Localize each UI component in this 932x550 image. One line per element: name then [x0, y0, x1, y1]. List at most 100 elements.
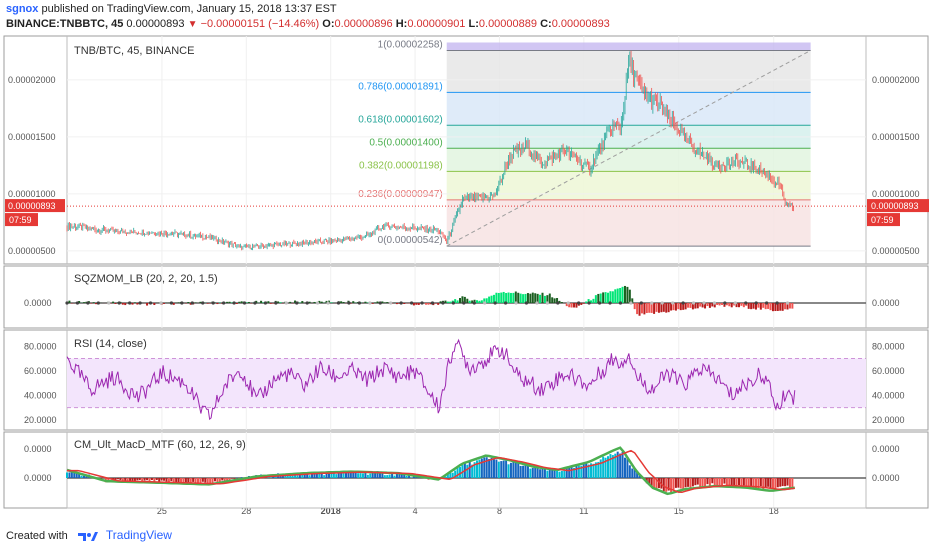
squeeze-dot	[671, 301, 675, 305]
pane-title-3: CM_Ult_MacD_MTF (60, 12, 26, 9)	[74, 439, 246, 451]
sqz-y-tick-left: 0.0000	[24, 298, 52, 308]
squeeze-dot	[775, 301, 779, 305]
tradingview-logo-icon	[77, 532, 98, 542]
price-pane-title: TNB/BTC, 45, BINANCE	[74, 45, 194, 57]
squeeze-dot	[357, 301, 361, 305]
squeeze-dot	[597, 301, 602, 305]
macd-y-tick-left-lower: 0.0000	[24, 473, 52, 483]
created-with-text: Created with	[6, 530, 68, 542]
tradingview-link[interactable]: TradingView	[105, 528, 172, 542]
last-price-label-left: 0.00000893	[8, 201, 56, 211]
squeeze-dot	[201, 301, 205, 305]
rsi-y-tick-left: 80.0000	[24, 341, 57, 351]
high-value: 0.00000901	[407, 18, 466, 30]
squeeze-dot	[96, 301, 100, 305]
squeeze-dot	[65, 301, 69, 305]
x-tick-label: 2018	[321, 506, 341, 516]
fib-zone-0.382	[446, 171, 811, 200]
countdown-label-left: 07:59	[9, 215, 32, 225]
squeeze-dot	[566, 301, 570, 305]
squeeze-dot	[733, 301, 737, 305]
squeeze-dot	[754, 301, 758, 305]
squeeze-dot	[409, 301, 414, 305]
fib-zone-0.786	[446, 92, 811, 126]
squeeze-dot	[723, 301, 727, 305]
macd-y-tick-right-lower: 0.0000	[872, 473, 900, 483]
squeeze-dot	[169, 301, 174, 305]
fib-zone-0.236	[446, 199, 811, 247]
squeeze-dot	[503, 301, 508, 305]
squeeze-dot	[702, 301, 706, 305]
symbol-label: BINANCE:TNBBTC, 45	[6, 18, 124, 30]
squeeze-dot	[117, 301, 121, 305]
squeeze-dot	[190, 301, 194, 305]
rsi-y-tick-right: 60.0000	[872, 366, 905, 376]
last-price-badge-left	[5, 199, 65, 213]
footer: Created with TradingView	[6, 528, 172, 542]
squeeze-dot	[524, 301, 529, 305]
squeeze-dot	[618, 301, 623, 305]
squeeze-dot	[660, 301, 664, 305]
x-tick-label: 8	[497, 506, 502, 516]
squeeze-dot	[629, 301, 633, 305]
author-link[interactable]: sgnox	[6, 3, 39, 15]
squeeze-dot	[430, 301, 435, 305]
fib-label-1: 1(0.00002258)	[378, 39, 443, 50]
squeeze-dot	[472, 301, 476, 305]
squeeze-dot	[284, 301, 288, 305]
squeeze-dot	[389, 301, 393, 305]
squeeze-dot	[587, 301, 591, 305]
squeeze-dot	[765, 301, 769, 305]
x-tick-label: 28	[241, 506, 251, 516]
macd-signal-line	[67, 449, 795, 493]
squeeze-dot	[368, 301, 372, 305]
squeeze-dot	[441, 301, 445, 305]
price-y-tick-right: 0.00001000	[872, 189, 920, 199]
squeeze-dot	[86, 301, 90, 305]
squeeze-dot	[274, 301, 278, 305]
squeeze-dot	[180, 301, 184, 305]
squeeze-dot	[451, 301, 455, 305]
countdown-label-right: 07:59	[871, 215, 894, 225]
squeeze-dot	[493, 301, 497, 305]
squeeze-dot	[545, 301, 549, 305]
price-y-tick-left: 0.00001000	[8, 189, 56, 199]
squeeze-dot	[681, 301, 685, 305]
rsi-y-tick-right: 40.0000	[872, 390, 905, 400]
pane-title-1: SQZMOM_LB (20, 2, 20, 1.5)	[74, 273, 218, 285]
countdown-badge-left	[5, 213, 38, 227]
squeeze-dot	[608, 301, 612, 305]
last-price: 0.00000893	[126, 18, 185, 30]
squeeze-dot	[232, 301, 236, 305]
low-value: 0.00000889	[478, 18, 538, 30]
rsi-y-tick-right: 20.0000	[872, 415, 905, 425]
pane-frame-2	[3, 329, 929, 431]
squeeze-dot	[211, 301, 215, 305]
low-label: L:	[468, 18, 479, 30]
squeeze-dot	[305, 301, 309, 305]
squeeze-dot	[148, 301, 153, 305]
squeeze-dot	[316, 301, 320, 305]
squeeze-dot	[107, 301, 111, 305]
squeeze-dot	[639, 301, 643, 305]
close-label: C:	[540, 18, 552, 30]
squeeze-dot	[744, 301, 748, 305]
price-y-tick-left: 0.00000500	[8, 246, 56, 256]
open-value: 0.00000896	[334, 18, 393, 30]
squeeze-dot	[691, 301, 696, 305]
price-y-tick-right: 0.00002000	[872, 75, 920, 85]
x-tick-label: 15	[674, 506, 684, 516]
price-y-tick-left: 0.00002000	[8, 75, 56, 85]
macd-y-tick-right-upper: 0.0000	[872, 444, 900, 454]
squeeze-dot	[159, 301, 163, 305]
squeeze-dot	[535, 301, 539, 305]
x-tick-label: 11	[579, 506, 588, 516]
squeeze-dot	[556, 301, 560, 305]
sqz-y-tick-right: 0.0000	[872, 298, 900, 308]
x-tick-label: 4	[413, 506, 418, 516]
squeeze-dot	[462, 301, 466, 305]
price-y-tick-right: 0.00001500	[872, 132, 920, 142]
squeeze-dot	[222, 301, 226, 305]
fib-top-cap	[446, 42, 811, 51]
